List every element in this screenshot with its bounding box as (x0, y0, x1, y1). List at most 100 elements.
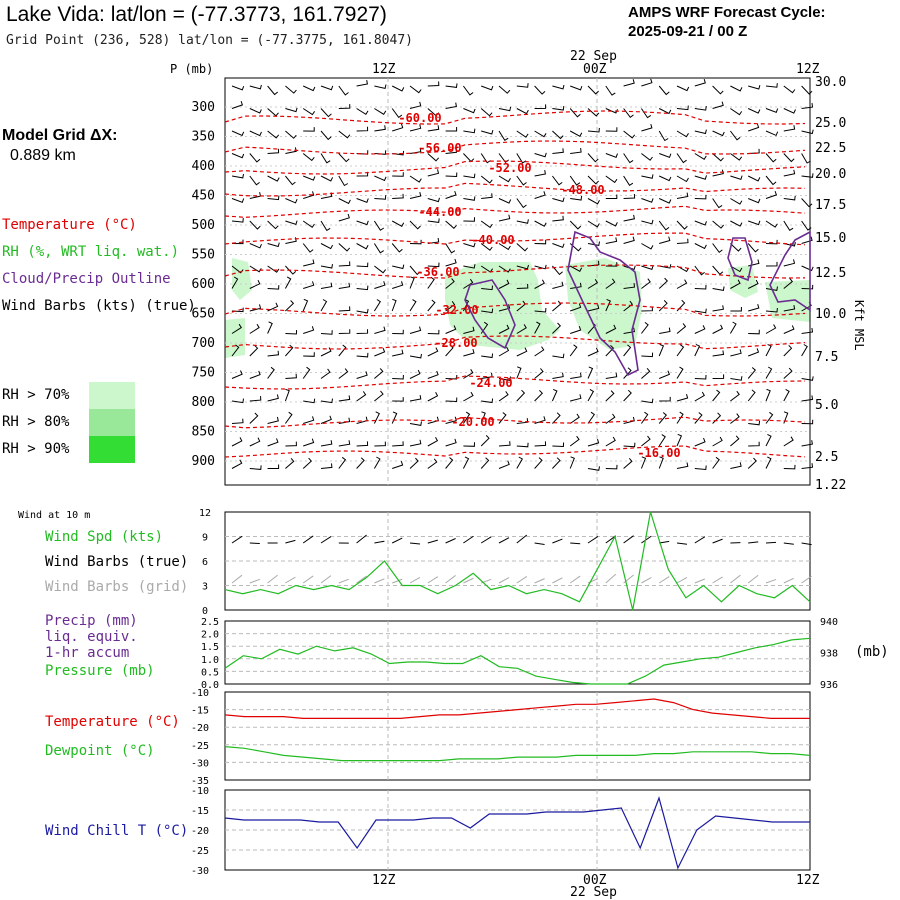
wind-barb (498, 304, 511, 312)
wind-barb (320, 299, 328, 312)
cloud-outline-3 (769, 230, 811, 312)
wind-barb (676, 175, 689, 183)
wind-barb (320, 368, 331, 379)
wind-barb (267, 265, 280, 273)
wind-barb (302, 366, 311, 379)
wind-barb (338, 85, 349, 96)
wind-barb (481, 285, 493, 291)
temperature-series (224, 698, 810, 719)
wind-barb (569, 413, 580, 424)
pressure-tick-700: 700 (192, 336, 215, 351)
wind-barb (231, 85, 245, 91)
wind-barb (320, 330, 333, 335)
grid-wind-barb (463, 577, 474, 584)
true-wind-barb (302, 535, 314, 544)
wind-barb (605, 298, 611, 312)
wind-barb (249, 323, 260, 334)
wind-barb (284, 388, 290, 402)
wind-barb (569, 435, 580, 447)
true-wind-barb (783, 542, 794, 545)
wind-barb (392, 123, 404, 132)
wind-barb (712, 85, 724, 95)
pressure-ytick-938: 938 (820, 649, 838, 660)
wind-barb (676, 192, 689, 199)
wind-barb (730, 413, 740, 424)
wind-barb (391, 298, 397, 312)
wind-barb (302, 153, 315, 162)
true-wind-barb (712, 538, 723, 544)
wind-barb (249, 108, 262, 114)
wind-barb (748, 348, 760, 357)
true-wind-barb (801, 542, 812, 546)
precip-ytick-0.5: 0.5 (201, 667, 219, 678)
true-wind-barb (587, 536, 599, 544)
height-tick-4: 17.5 (815, 198, 846, 213)
cloud-outline-1 (567, 230, 641, 377)
wind-barb (747, 108, 761, 114)
wind-barb (587, 175, 599, 185)
wind-barb (481, 353, 494, 359)
wind-barb (356, 391, 367, 402)
wind-barb (498, 214, 511, 222)
wind-barb (480, 435, 490, 447)
wind-barb (552, 130, 564, 140)
wind-barb (516, 324, 527, 334)
wind-barb (409, 239, 422, 245)
wind-barb (392, 397, 404, 402)
wind-barb (392, 329, 404, 335)
wind-barb (249, 84, 262, 90)
wind-barb (409, 101, 422, 109)
grid-wind-barb (392, 578, 403, 584)
wind-barb (231, 276, 239, 289)
grid-wind-barb (712, 576, 723, 584)
wind-barb (231, 398, 244, 404)
wind-barb (748, 220, 761, 226)
wind-barb (516, 83, 529, 88)
wind-barb (462, 411, 471, 424)
wind-barb (783, 278, 793, 289)
isotherm--24 (224, 375, 806, 390)
wind-barb (445, 416, 457, 424)
wind-barb (498, 346, 510, 357)
true-wind-barb (748, 541, 759, 544)
true-wind-barb (641, 535, 652, 544)
wind-barb (356, 220, 369, 226)
wind-barb (801, 129, 814, 135)
wind-barb (303, 127, 315, 132)
wind-barb (498, 324, 510, 334)
grid-wind-barb (285, 576, 296, 584)
wind-barb (641, 322, 649, 334)
windchill-ytick--25: -25 (191, 846, 209, 857)
wind-barb (748, 329, 760, 335)
wind-barb (676, 130, 689, 138)
wind-barb (498, 391, 509, 402)
wind-grid-label: Wind Barbs (grid) (45, 579, 189, 595)
wind-barb (231, 198, 245, 203)
wind-barb (712, 374, 725, 379)
wind-barb (641, 243, 654, 250)
wind-barb (303, 398, 316, 404)
wind-barb (552, 412, 561, 424)
grid-wind-barb (783, 577, 795, 584)
wind-barb (783, 259, 796, 267)
wind-barb (676, 105, 689, 111)
wind-barb (391, 411, 398, 424)
wind-barb (747, 243, 759, 253)
wind-barb (480, 243, 493, 251)
wind-barb (249, 130, 262, 137)
wind-barb (320, 463, 333, 469)
wind-barb (765, 239, 778, 245)
wind-barb (623, 367, 632, 379)
wind-barb (676, 279, 688, 289)
wind-barb (463, 173, 476, 179)
wind-barb (570, 85, 583, 91)
grid-wind-barb (801, 575, 812, 584)
wind-barb (534, 239, 547, 245)
temperature-label: Temperature (°C) (45, 714, 180, 730)
wind-barb (445, 83, 458, 88)
wind-barb (320, 415, 332, 424)
wind-barb (445, 301, 456, 312)
temp-ytick--20: -20 (191, 723, 209, 734)
wind-barb (374, 368, 384, 379)
true-wind-barb (480, 536, 492, 544)
